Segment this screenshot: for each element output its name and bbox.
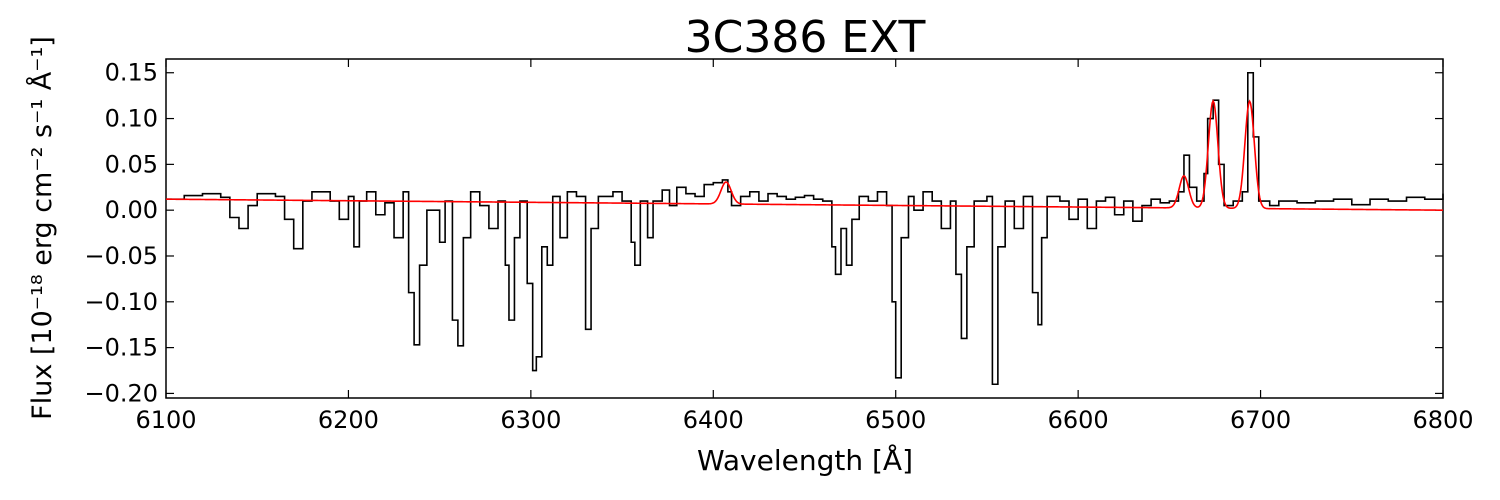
- y-tick-label: 0.10: [105, 105, 158, 133]
- y-tick-label: −0.05: [84, 242, 158, 270]
- y-axis-label: Flux [10⁻¹⁸ erg cm⁻² s⁻¹ Å⁻¹]: [26, 36, 58, 420]
- plot-area: [165, 58, 1444, 399]
- y-tick-label: −0.20: [84, 379, 158, 407]
- x-tick-labels: 6100 6200 6300 6400 6500 6600 6700 6800: [135, 406, 1473, 434]
- x-tick-label: 6200: [318, 406, 379, 434]
- x-tick-label: 6400: [683, 406, 744, 434]
- x-tick-label: 6100: [135, 406, 196, 434]
- y-tick-label: 0.05: [105, 150, 158, 178]
- y-tick-label: −0.10: [84, 288, 158, 316]
- x-tick-label: 6600: [1048, 406, 1109, 434]
- y-tick-label: 0.15: [105, 59, 158, 87]
- x-axis-label: Wavelength [Å]: [697, 443, 913, 477]
- y-tick-label: −0.15: [84, 334, 158, 362]
- x-tick-label: 6800: [1412, 406, 1473, 434]
- x-tick-label: 6700: [1230, 406, 1291, 434]
- x-tick-label: 6300: [500, 406, 561, 434]
- y-tick-labels: 0.15 0.10 0.05 0.00 −0.05 −0.10 −0.15 −0.20: [84, 59, 158, 408]
- observed-spectrum-line: [166, 71, 1444, 386]
- y-tick-label: 0.00: [105, 196, 158, 224]
- chart-title: 3C386 EXT: [685, 12, 926, 63]
- x-tick-label: 6500: [865, 406, 926, 434]
- model-fit-line: [165, 99, 1444, 211]
